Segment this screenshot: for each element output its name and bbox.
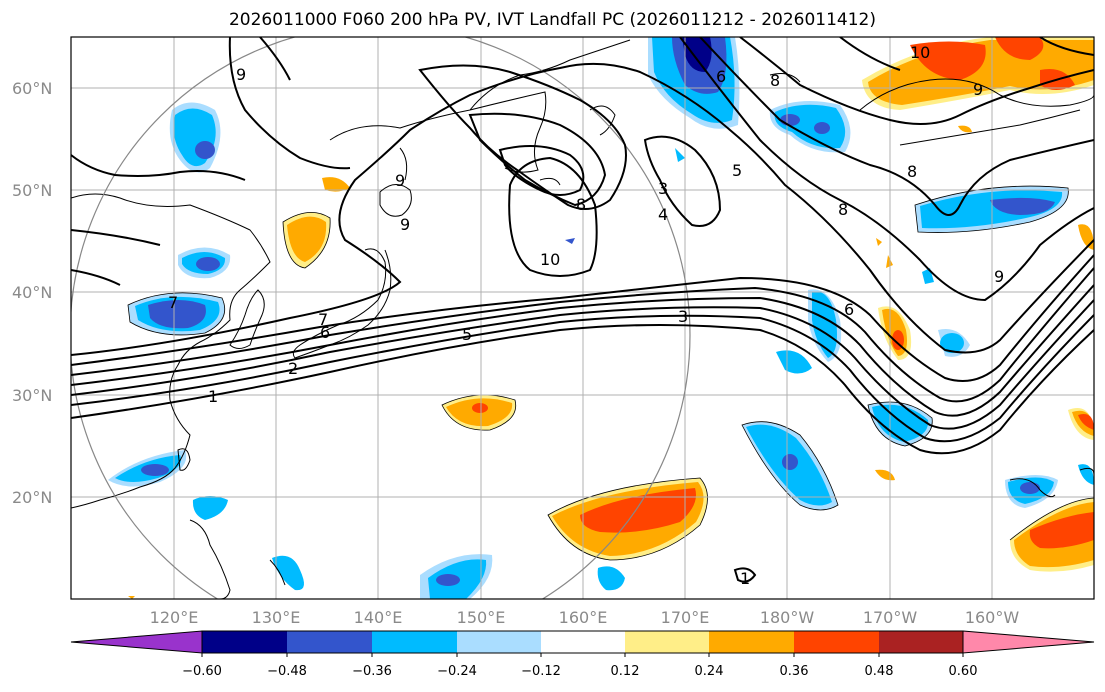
colorbar-segment: [709, 631, 794, 653]
lon-label: 120°E: [150, 608, 199, 627]
contour-label: 9: [236, 65, 246, 84]
colorbar-tick-label: −0.12: [521, 664, 561, 679]
contour-label: 8: [576, 195, 586, 214]
lat-label: 30°N: [12, 386, 52, 405]
contour-label: 2: [288, 359, 298, 378]
lat-label: 60°N: [12, 79, 52, 98]
ivt-contours: [71, 37, 1094, 583]
contour-label: 9: [994, 267, 1004, 286]
lat-label: 20°N: [12, 488, 52, 507]
contour-label: 8: [907, 162, 917, 181]
colorbar-frame: [201, 630, 964, 654]
contour-label: 3: [678, 307, 688, 326]
colorbar-segment: [287, 631, 372, 653]
colorbar-segment: [879, 631, 963, 653]
colorbar-tick-label: −0.36: [352, 664, 392, 679]
longitude-labels: 120°E 130°E 140°E 150°E 160°E 170°E 180°…: [150, 608, 1020, 627]
colorbar-tick-label: 0.36: [780, 664, 809, 679]
contour-label: 9: [395, 171, 405, 190]
lon-label: 180°W: [760, 608, 815, 627]
colorbar-segment: [202, 631, 287, 653]
plot-title: 2026011000 F060 200 hPa PV, IVT Landfall…: [228, 10, 876, 30]
lon-label: 130°E: [252, 608, 301, 627]
colorbar-tick-label: 0.12: [611, 664, 640, 679]
colorbar-tick-label: 0.60: [949, 664, 978, 679]
colorbar-tick-label: −0.24: [437, 664, 477, 679]
contour-label: 1: [740, 569, 750, 588]
colorbar-segment: [625, 631, 709, 653]
colorbar-tick-label: −0.60: [182, 664, 222, 679]
colorbar-ticks: [201, 653, 964, 657]
contour-label: 6: [320, 323, 330, 342]
lon-label: 160°E: [559, 608, 608, 627]
contour-label: 8: [838, 200, 848, 219]
colorbar-right-arrow: [962, 630, 1095, 654]
contour-label: 1: [208, 387, 218, 406]
map-frame: [70, 36, 1095, 600]
gridlines: [71, 37, 1094, 599]
colorbar-segment: [794, 631, 879, 653]
contour-label: 7: [318, 310, 328, 329]
lon-label: 170°W: [863, 608, 918, 627]
contour-label: 3: [658, 179, 668, 198]
colorbar: −0.60 −0.48 −0.36 −0.24 −0.12 0.12 0.24 …: [70, 630, 1095, 679]
contour-label: 6: [716, 67, 726, 86]
contour-label: 5: [462, 325, 472, 344]
colorbar-tick-label: −0.48: [267, 664, 307, 679]
colorbar-segment: [457, 631, 541, 653]
contour-label: 6: [844, 300, 854, 319]
contour-label: 10: [910, 43, 930, 62]
contour-label: 9: [973, 80, 983, 99]
contour-label: 5: [732, 161, 742, 180]
pv-negative-shading: [108, 37, 1094, 599]
colorbar-segment: [541, 631, 625, 653]
projection-circle: [71, 37, 691, 599]
contour-label: 8: [770, 71, 780, 90]
colorbar-tick-label: 0.48: [865, 664, 894, 679]
contour-label: 4: [658, 205, 668, 224]
contour-label: 7: [168, 293, 178, 312]
colorbar-segment: [372, 631, 457, 653]
colorbar-left-arrow: [70, 630, 203, 654]
lon-label: 160°W: [965, 608, 1020, 627]
colorbar-tick-label: 0.24: [695, 664, 724, 679]
contour-label: 10: [540, 250, 560, 269]
latitude-labels: 60°N 50°N 40°N 30°N 20°N: [12, 79, 52, 507]
lon-label: 150°E: [457, 608, 506, 627]
lon-label: 170°E: [661, 608, 710, 627]
lat-label: 40°N: [12, 283, 52, 302]
lon-label: 140°E: [354, 608, 403, 627]
pv-positive-shading: [128, 37, 1094, 599]
lat-label: 50°N: [12, 181, 52, 200]
contour-label: 9: [400, 215, 410, 234]
contour-labels: 9 9 9 9 9 8 8 8 8 10 10 7 7 6 6 6 5 5 4 …: [168, 43, 1004, 588]
